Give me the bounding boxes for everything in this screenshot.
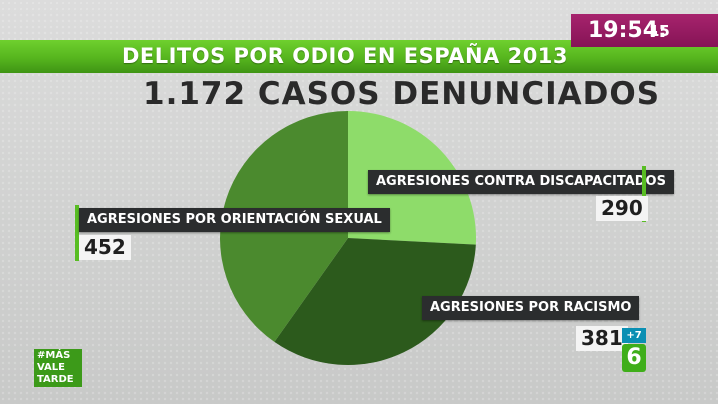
value-label-discapacitados: 290 <box>596 196 648 221</box>
program-logo-line: VALE <box>37 362 66 373</box>
clock-time: 19:54: <box>588 18 667 43</box>
clock-box <box>571 14 718 47</box>
chart-title: DELITOS POR ODIO EN ESPAÑA 2013 <box>121 44 569 68</box>
program-logo-line: TARDE <box>37 374 74 385</box>
channel-logo: 6 <box>622 344 646 372</box>
slice-label-discapacitados: AGRESIONES CONTRA DISCAPACITADOS <box>368 170 674 194</box>
slice-label-orientacion: AGRESIONES POR ORIENTACIÓN SEXUAL <box>79 208 390 232</box>
clock-seconds: 15 <box>649 22 670 40</box>
value-label-racismo: 381 <box>576 326 628 351</box>
accent-bar <box>642 166 646 222</box>
slice-label-racismo: AGRESIONES POR RACISMO <box>422 296 640 320</box>
value-label-orientacion: 452 <box>79 235 131 260</box>
program-logo: #MÁS VALE TARDE <box>34 349 82 387</box>
program-logo-line: #MÁS <box>37 350 71 361</box>
chart-subtitle: 1.172 CASOS DENUNCIADOS <box>143 76 661 112</box>
plus7-badge: +7 <box>622 328 646 343</box>
pie-slice-racismo <box>274 238 476 365</box>
accent-bar <box>75 205 79 261</box>
